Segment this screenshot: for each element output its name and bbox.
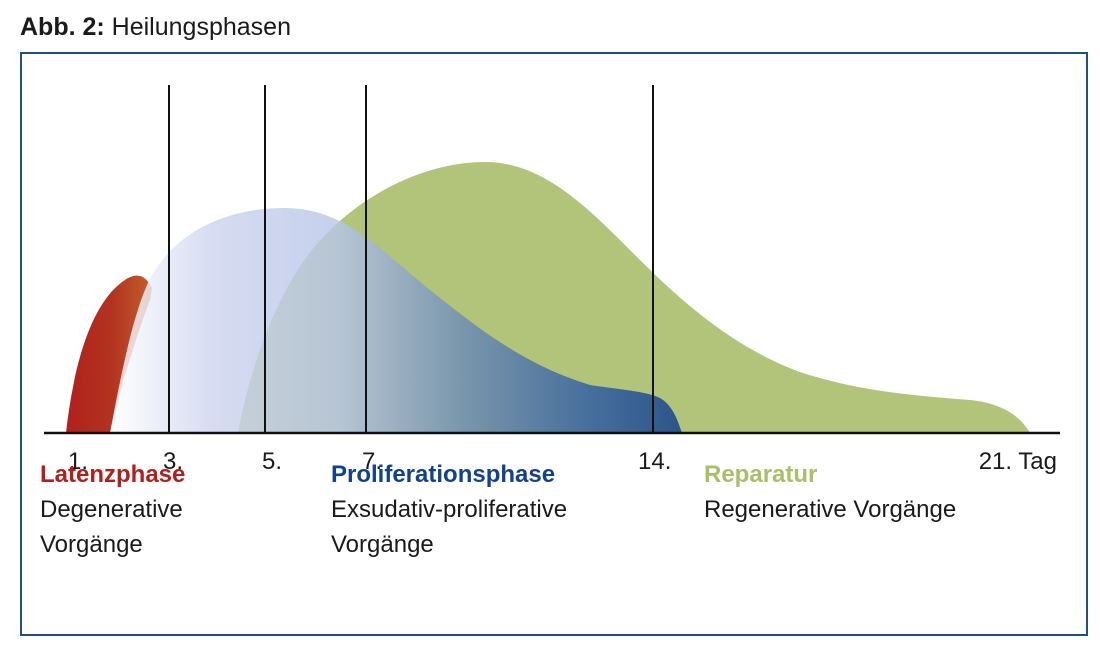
legend-proliferationsphase-name: Proliferationsphase: [331, 461, 556, 488]
tick-label-day-14: 14.: [638, 448, 671, 475]
legend-proliferationsphase: Proliferationsphase Exsudativ-proliferat…: [331, 457, 567, 562]
tick-label-day-21: 21. Tag: [979, 448, 1057, 475]
legend-proliferationsphase-desc-1: Exsudativ-proliferative: [331, 496, 568, 523]
tick-label-day-7: 7.: [362, 448, 382, 475]
caption-title: Heilungsphasen: [111, 13, 291, 41]
figure-caption: Abb. 2: Heilungsphasen: [20, 10, 291, 44]
legend-reparatur-desc-1: Regenerative Vorgänge: [704, 496, 957, 523]
legend-reparatur: Reparatur Regenerative Vorgänge: [704, 457, 956, 527]
legend-latenzphase-desc-2: Vorgänge: [40, 531, 143, 558]
tick-label-day-3: 3.: [163, 448, 183, 475]
legend-proliferationsphase-desc-2: Vorgänge: [331, 531, 434, 558]
tick-label-day-5: 5.: [262, 448, 282, 475]
proliferation-area: [110, 208, 682, 433]
legend-latenzphase-desc-1: Degenerative: [40, 496, 183, 523]
legend-reparatur-name: Reparatur: [704, 461, 818, 488]
latenz-area: [66, 275, 152, 433]
tick-label-day-1: 1.: [68, 448, 88, 475]
legend-latenzphase: Latenzphase Degenerative Vorgänge: [40, 457, 185, 562]
legend-latenzphase-name: Latenzphase: [40, 461, 186, 488]
caption-number: Abb. 2:: [20, 13, 105, 41]
